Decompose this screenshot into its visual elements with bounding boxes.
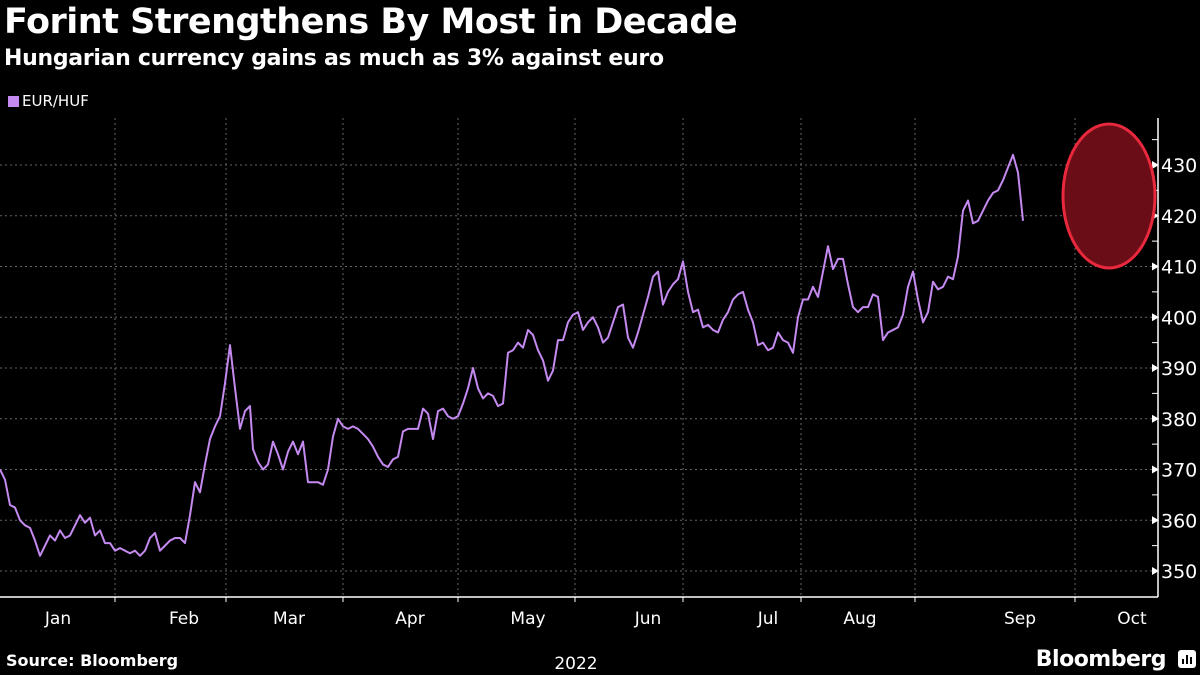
y-tick-label: 380 bbox=[1161, 409, 1197, 431]
y-axis: 350 360 370 380 390 400 410 420 430 bbox=[1152, 118, 1197, 597]
legend: EUR/HUF bbox=[8, 92, 89, 110]
y-tick-label: 360 bbox=[1161, 510, 1197, 532]
chart-subtitle: Hungarian currency gains as much as 3% a… bbox=[4, 46, 664, 71]
x-tick-label: Oct bbox=[1117, 609, 1147, 629]
x-tick-label: Jun bbox=[634, 609, 662, 629]
bloomberg-logo: Bloomberg bbox=[1035, 647, 1167, 672]
source-note: Source: Bloomberg bbox=[6, 651, 179, 670]
x-tick-label: Aug bbox=[843, 609, 876, 629]
highlight-ellipse bbox=[1061, 122, 1157, 270]
y-tick-label: 350 bbox=[1161, 561, 1197, 583]
y-tick-label: 420 bbox=[1161, 206, 1197, 228]
y-tick-label: 430 bbox=[1161, 155, 1197, 177]
x-tick-label: Sep bbox=[1004, 609, 1036, 629]
y-tick-label: 370 bbox=[1161, 460, 1197, 482]
bloomberg-chart-icon bbox=[1178, 650, 1196, 668]
legend-swatch bbox=[8, 95, 19, 107]
legend-label: EUR/HUF bbox=[22, 92, 89, 110]
chart-title: Forint Strengthens By Most in Decade bbox=[4, 2, 738, 42]
gridlines bbox=[0, 118, 1152, 597]
y-tick-label: 390 bbox=[1161, 358, 1197, 380]
x-axis-year-label: 2022 bbox=[554, 654, 597, 674]
y-tick-label: 400 bbox=[1161, 307, 1197, 329]
x-tick-label: Mar bbox=[273, 609, 305, 629]
x-tick-label: Jul bbox=[757, 609, 779, 629]
y-tick-label: 410 bbox=[1161, 257, 1197, 279]
x-tick-label: Feb bbox=[169, 609, 199, 629]
x-axis: Jan Feb Mar Apr May Jun Jul Aug Sep Oct bbox=[0, 596, 1158, 629]
x-tick-label: May bbox=[510, 609, 545, 629]
x-tick-label: Apr bbox=[395, 609, 424, 629]
x-tick-label: Jan bbox=[44, 609, 71, 629]
eur-huf-line bbox=[0, 153, 1024, 557]
